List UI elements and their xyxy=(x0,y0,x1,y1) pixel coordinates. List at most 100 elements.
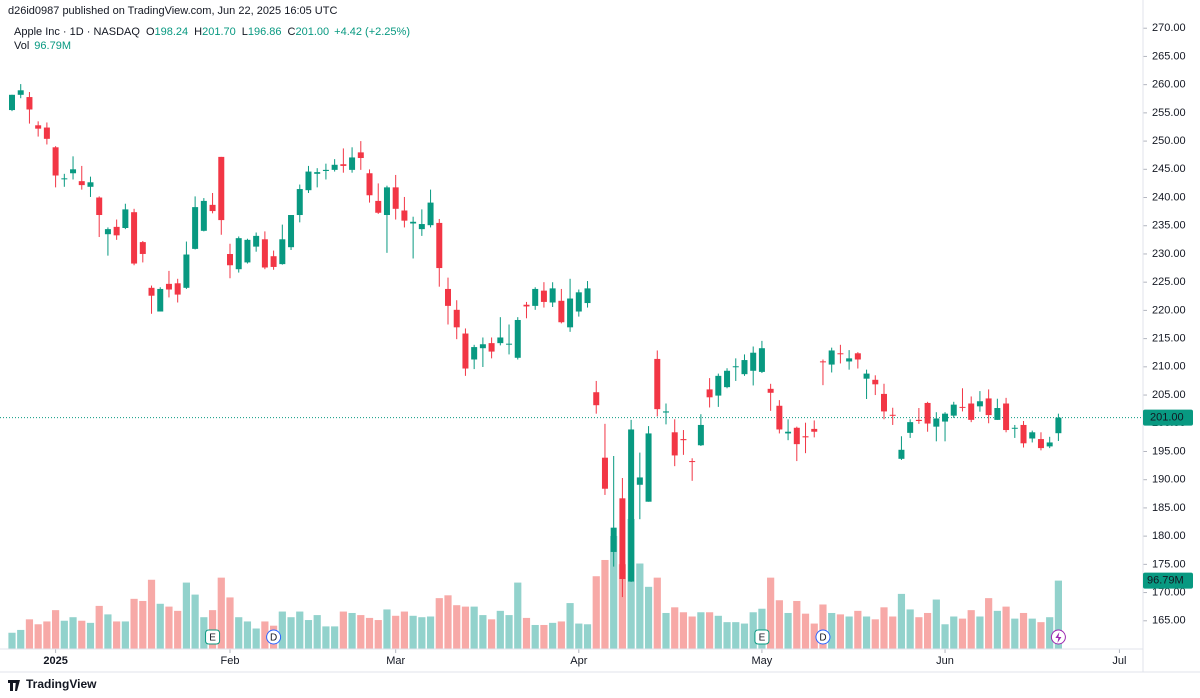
candle-body xyxy=(645,433,652,502)
candle-body xyxy=(811,428,818,432)
x-tick-label: Feb xyxy=(221,655,240,667)
change: +4.42 (+2.25%) xyxy=(334,26,410,38)
candle-body xyxy=(349,157,356,170)
volume-bar xyxy=(78,620,86,649)
ohlc-value: 196.86 xyxy=(248,26,282,38)
volume-bar xyxy=(130,598,138,649)
y-tick-label: 185.00 xyxy=(1152,502,1186,514)
volume-bar xyxy=(252,628,260,649)
volume-bar xyxy=(392,615,400,649)
volume-bar xyxy=(191,594,199,649)
volume-bar xyxy=(331,626,339,649)
volume-bar xyxy=(549,622,557,649)
volume-bar xyxy=(104,614,112,649)
candle-body xyxy=(296,189,303,216)
volume-bar xyxy=(505,615,513,649)
volume-bar xyxy=(985,598,993,649)
volume-bar xyxy=(156,603,164,649)
event-label: E xyxy=(209,633,216,644)
volume-bar xyxy=(862,616,871,649)
volume-bar xyxy=(200,617,208,649)
x-tick-label: Jun xyxy=(936,655,954,667)
candle-body xyxy=(776,405,783,430)
candle-body xyxy=(540,290,547,302)
candle-body xyxy=(697,424,704,446)
candle-body xyxy=(1011,427,1018,429)
candle-body xyxy=(785,431,792,434)
candle-body xyxy=(976,401,983,407)
volume-bar xyxy=(121,621,129,649)
candle-body xyxy=(17,90,24,95)
event-label: E xyxy=(759,633,766,644)
volume-bar xyxy=(950,616,958,649)
volume-bar xyxy=(226,597,234,649)
volume-bar xyxy=(1037,622,1045,649)
volume-bar xyxy=(182,582,190,649)
volume-bar xyxy=(706,612,714,649)
candle-body xyxy=(488,343,495,352)
candle-body xyxy=(680,439,687,441)
y-tick-label: 210.00 xyxy=(1152,361,1186,373)
volume-bar xyxy=(828,612,836,649)
event-marker xyxy=(815,629,831,645)
candle-body xyxy=(383,187,390,216)
y-tick-label: 255.00 xyxy=(1152,107,1186,119)
candle-body xyxy=(1055,417,1062,434)
candle-body xyxy=(532,288,539,306)
y-tick-label: 270.00 xyxy=(1152,22,1186,34)
candle-body xyxy=(514,319,521,358)
candle-body xyxy=(942,413,949,422)
y-tick-label: 220.00 xyxy=(1152,304,1186,316)
volume-bar xyxy=(732,622,740,649)
candle-body xyxy=(427,202,434,226)
volume-bar xyxy=(287,617,295,649)
volume-bar xyxy=(557,621,565,649)
event-marker xyxy=(205,629,221,645)
volume-bar xyxy=(374,620,382,649)
volume-bar xyxy=(924,612,932,649)
candle-body xyxy=(52,147,59,176)
volume-bar xyxy=(488,619,496,649)
y-tick-label: 215.00 xyxy=(1152,333,1186,345)
event-marker xyxy=(266,629,282,645)
x-tick-label: May xyxy=(752,655,773,667)
brand: TradingView xyxy=(26,677,97,691)
volume-bar xyxy=(583,624,592,649)
volume-bar xyxy=(261,621,269,649)
volume-bar xyxy=(819,604,827,649)
candle-body xyxy=(1046,442,1053,447)
candle-body xyxy=(1003,403,1010,431)
candle-body xyxy=(445,288,451,306)
ohlc-value: 198.24 xyxy=(155,26,189,38)
volume-bar xyxy=(278,611,286,649)
volume-bar xyxy=(662,612,670,649)
event-label: D xyxy=(819,633,826,644)
brand-logo xyxy=(8,680,20,691)
candle-body xyxy=(78,181,85,186)
candle-body xyxy=(436,222,443,269)
volume-bar xyxy=(941,624,949,649)
volume-bar xyxy=(906,609,914,649)
candle-body xyxy=(1037,439,1044,449)
candle-body xyxy=(1020,424,1027,444)
volume-bar xyxy=(479,615,487,649)
volume-bar xyxy=(514,582,522,649)
volume-bar xyxy=(967,610,975,649)
volume-bar xyxy=(400,611,408,649)
candle-body xyxy=(322,169,329,171)
volume-bar xyxy=(147,579,156,649)
volume-bar xyxy=(1028,618,1036,649)
candle-body xyxy=(828,350,835,365)
volume-bar xyxy=(610,535,618,649)
volume-bar xyxy=(52,610,60,649)
volume-bar xyxy=(767,577,775,649)
volume-bar xyxy=(723,622,731,649)
volume-bar xyxy=(697,612,705,649)
candle-body xyxy=(9,94,15,111)
candle-body xyxy=(802,436,809,438)
volume-bar xyxy=(958,618,967,649)
volume-bar xyxy=(95,605,103,649)
candle-body xyxy=(837,353,844,355)
